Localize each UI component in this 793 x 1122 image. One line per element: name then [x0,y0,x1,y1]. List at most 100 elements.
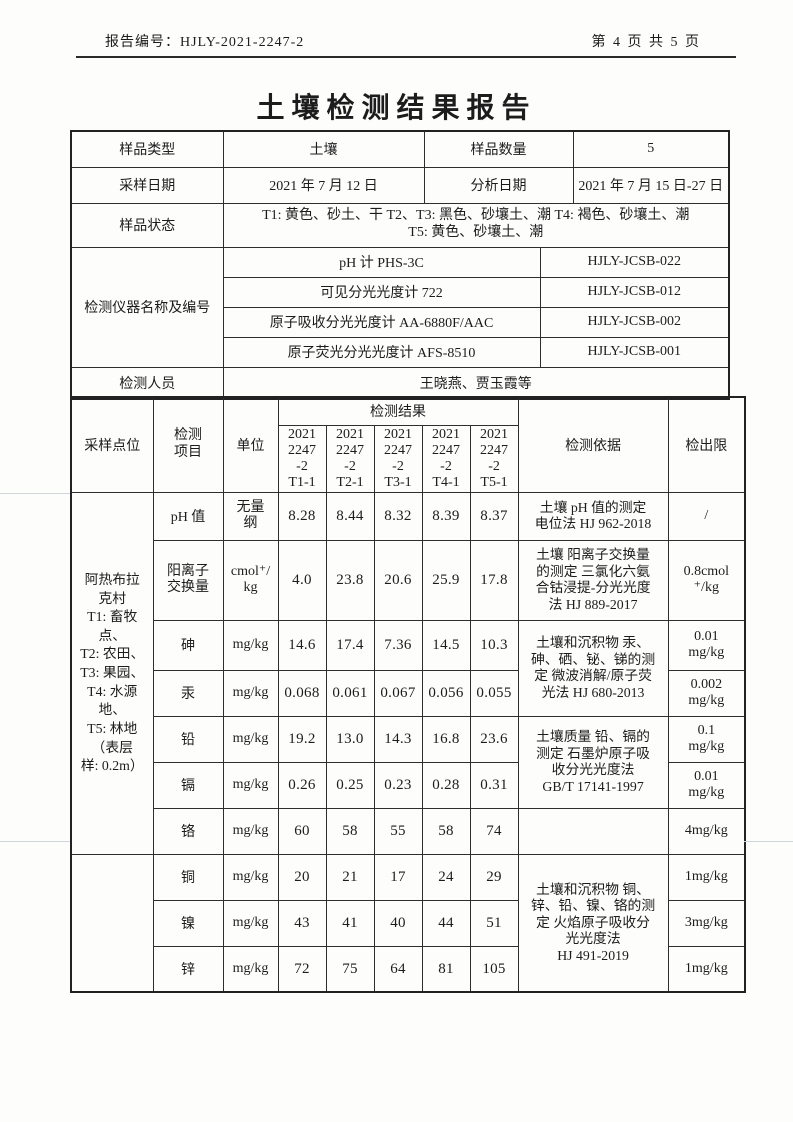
table-row: 阳离子 交换量 cmol⁺/ kg 4.0 23.8 20.6 25.9 17.… [71,539,746,621]
result-value: 0.055 [469,669,519,717]
unit-cell: mg/kg [222,669,279,717]
result-value: 0.23 [373,761,423,809]
analysis-date-value: 2021 年 7 月 15 日-27 日 [572,166,730,204]
result-value: 29 [469,853,519,901]
result-value: 23.6 [469,715,519,763]
result-value: 72 [277,945,327,993]
unit-cell: mg/kg [222,945,279,993]
detection-limit: 4mg/kg [667,807,746,855]
item-label: pH 值 [152,491,224,541]
page-title: 土壤检测结果报告 [256,93,537,124]
result-value: 8.28 [277,491,327,541]
instrument-name: 可见分光光度计 722 [222,276,541,308]
result-value: 105 [469,945,519,993]
result-value: 8.44 [325,491,375,541]
item-label: 镉 [152,761,224,809]
result-value: 20 [277,853,327,901]
header-rule [76,56,736,58]
instrument-code: HJLY-JCSB-002 [539,306,730,338]
detection-limit: 0.01 mg/kg [667,619,746,671]
result-value: 21 [325,853,375,901]
item-label: 砷 [152,619,224,671]
personnel-label: 检测人员 [70,366,224,400]
sampling-location-empty [70,853,154,993]
table-row: 铅 mg/kg 19.2 13.0 14.3 16.8 23.6 土壤质量 铅、… [71,715,746,809]
result-value: 4.0 [277,539,327,621]
unit-cell: mg/kg [222,899,279,947]
col-header-results-group: 检测结果 [277,396,519,426]
sample-id-header: 2021 2247 -2 T1-1 [277,424,327,493]
instrument-code: HJLY-JCSB-001 [539,336,730,368]
unit-cell: cmol⁺/ kg [222,539,279,621]
item-label: 铜 [152,853,224,901]
table-row: 原子荧光分光光度计 AFS-8510 HJLY-JCSB-001 [71,336,730,368]
sample-type-label: 样品类型 [70,130,224,168]
result-value: 10.3 [469,619,519,671]
instrument-name: 原子荧光分光光度计 AFS-8510 [222,336,541,368]
detection-limit: / [667,491,746,541]
result-value: 14.5 [421,619,471,671]
result-value: 14.3 [373,715,423,763]
result-value: 58 [421,807,471,855]
table-row: 样品状态 T1: 黄色、砂土、干 T2、T3: 黑色、砂壤土、潮 T4: 褐色、… [70,202,730,248]
sampling-location: 阿热布拉 克村 T1: 畜牧 点、 T2: 农田、 T3: 果园、 T4: 水源… [70,491,154,855]
col-header-unit: 单位 [222,396,279,493]
result-value: 0.056 [421,669,471,717]
table-row: 采样日期 2021 年 7 月 12 日 分析日期 2021 年 7 月 15 … [70,166,730,204]
result-value: 25.9 [421,539,471,621]
result-value: 20.6 [373,539,423,621]
unit-cell: mg/kg [222,761,279,809]
result-value: 0.061 [325,669,375,717]
result-value: 75 [325,945,375,993]
analysis-date-label: 分析日期 [423,166,574,204]
result-value: 17 [373,853,423,901]
scan-artifact-line [744,841,793,842]
sampling-date-value: 2021 年 7 月 12 日 [222,166,425,204]
sample-id-header: 2021 2247 -2 T3-1 [373,424,423,493]
sampling-date-label: 采样日期 [70,166,224,204]
table-header-row: 采样点位 检测 项目 单位 检测结果 检测依据 检出限 [70,396,746,493]
result-value: 7.36 [373,619,423,671]
table-row: 检测仪器名称及编号 pH 计 PHS-3C HJLY-JCSB-022 [70,246,730,368]
sample-type-value: 土壤 [222,130,425,168]
instrument-code: HJLY-JCSB-022 [539,246,730,278]
scan-artifact-line [0,841,70,842]
sample-id-header: 2021 2247 -2 T5-1 [469,424,519,493]
method-basis: 土壤 阳离子交换量 的测定 三氯化六氨 合钴浸提-分光光度 法 HJ 889-2… [517,539,669,621]
result-value: 14.6 [277,619,327,671]
table-row: 样品类型 土壤 样品数量 5 [70,130,730,168]
result-value: 60 [277,807,327,855]
instruments-label: 检测仪器名称及编号 [70,246,224,368]
result-value: 0.31 [469,761,519,809]
result-value: 58 [325,807,375,855]
result-value: 17.8 [469,539,519,621]
table-row: 锌 mg/kg 72 75 64 81 105 1mg/kg [71,945,746,993]
item-label: 镍 [152,899,224,947]
table-row: 砷 mg/kg 14.6 17.4 7.36 14.5 10.3 土壤和沉积物 … [71,619,746,717]
result-value: 8.32 [373,491,423,541]
result-value: 44 [421,899,471,947]
method-basis-empty [517,807,669,855]
detection-limit: 1mg/kg [667,853,746,901]
table-row: 阿热布拉 克村 T1: 畜牧 点、 T2: 农田、 T3: 果园、 T4: 水源… [70,491,746,855]
col-header-limit: 检出限 [667,396,746,493]
result-value: 41 [325,899,375,947]
col-header-basis: 检测依据 [517,396,669,493]
result-value: 16.8 [421,715,471,763]
detection-limit: 0.1 mg/kg [667,715,746,763]
instrument-name: pH 计 PHS-3C [222,246,541,278]
unit-cell: mg/kg [222,807,279,855]
result-value: 64 [373,945,423,993]
method-basis: 土壤 pH 值的测定 电位法 HJ 962-2018 [517,491,669,541]
col-header-location: 采样点位 [70,396,154,493]
sample-id-header: 2021 2247 -2 T2-1 [325,424,375,493]
result-value: 40 [373,899,423,947]
result-value: 8.37 [469,491,519,541]
result-value: 74 [469,807,519,855]
item-label: 阳离子 交换量 [152,539,224,621]
result-value: 0.26 [277,761,327,809]
result-value: 0.25 [325,761,375,809]
table-row: 铜 mg/kg 20 21 17 24 29 土壤和沉积物 铜、 锌、铅、镍、铬… [70,853,746,993]
result-value: 0.28 [421,761,471,809]
